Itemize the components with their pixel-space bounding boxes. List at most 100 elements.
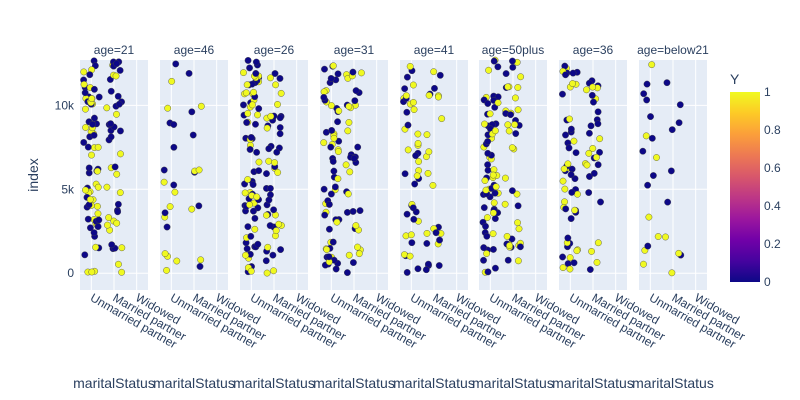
data-point: [560, 165, 568, 173]
data-point: [118, 244, 126, 252]
data-point: [107, 87, 115, 95]
data-point: [512, 130, 520, 137]
x-axis-title: maritalStatus: [393, 375, 475, 391]
data-point: [244, 57, 252, 64]
data-point: [484, 268, 492, 276]
colorbar-tick-label: 0: [764, 275, 771, 289]
data-point: [486, 110, 494, 118]
data-point: [588, 91, 596, 99]
data-point: [483, 214, 491, 221]
data-point: [644, 181, 652, 189]
data-point: [410, 99, 417, 106]
data-point: [512, 94, 519, 102]
data-point: [414, 130, 422, 138]
data-point: [593, 153, 600, 161]
data-point: [326, 225, 333, 233]
data-point: [244, 110, 252, 117]
data-point: [489, 171, 497, 179]
data-point: [334, 148, 342, 155]
data-point: [242, 89, 250, 97]
data-point: [195, 166, 203, 174]
colorbar-title: Y: [730, 71, 740, 87]
data-point: [640, 260, 647, 268]
data-point: [676, 101, 684, 109]
y-tick-label: 0: [67, 266, 74, 280]
data-point: [663, 79, 671, 87]
data-point: [436, 236, 443, 244]
data-point: [597, 198, 604, 206]
data-point: [252, 120, 259, 128]
data-point: [410, 215, 418, 223]
data-point: [483, 250, 491, 257]
data-point: [276, 130, 284, 138]
data-point: [246, 146, 254, 153]
colorbar-tick-label: 0.4: [764, 199, 781, 213]
data-point: [271, 159, 278, 167]
data-point: [489, 230, 497, 238]
data-point: [480, 244, 488, 252]
data-point: [327, 75, 335, 82]
data-point: [596, 148, 603, 156]
data-point: [252, 70, 260, 77]
data-point: [402, 92, 410, 100]
data-point: [411, 180, 419, 188]
data-point: [662, 233, 669, 241]
data-point: [196, 263, 204, 270]
data-point: [568, 188, 576, 196]
data-point: [240, 101, 247, 109]
data-point: [197, 102, 205, 110]
data-point: [583, 86, 590, 94]
data-point: [561, 185, 569, 193]
data-point: [90, 131, 98, 139]
data-point: [401, 170, 409, 178]
data-point: [246, 201, 253, 209]
data-point: [94, 183, 102, 191]
data-point: [413, 172, 421, 180]
data-point: [94, 143, 102, 151]
data-point: [117, 150, 124, 158]
data-point: [342, 161, 350, 169]
data-point: [492, 264, 499, 272]
data-point: [267, 74, 274, 82]
data-point: [247, 267, 255, 275]
data-point: [491, 103, 499, 111]
data-point: [668, 269, 676, 277]
data-point: [114, 208, 122, 216]
data-point: [80, 81, 88, 88]
data-point: [320, 94, 328, 101]
data-point: [404, 121, 412, 129]
data-point: [566, 265, 574, 273]
data-point: [86, 71, 94, 79]
data-point: [247, 232, 255, 240]
data-point: [567, 215, 575, 222]
data-point: [570, 137, 578, 145]
data-point: [414, 265, 422, 273]
data-point: [594, 108, 602, 116]
data-point: [172, 60, 180, 68]
data-point: [355, 250, 363, 258]
data-point: [490, 57, 498, 65]
data-point: [327, 143, 335, 151]
data-point: [412, 152, 420, 160]
data-point: [277, 246, 284, 253]
data-point: [82, 105, 89, 113]
data-point: [327, 102, 335, 109]
colorbar-tick-label: 0.2: [764, 237, 781, 251]
data-point: [345, 251, 353, 259]
data-point: [255, 105, 263, 112]
data-point: [504, 83, 512, 91]
data-point: [115, 100, 123, 108]
facet-title: age=31: [334, 43, 375, 57]
data-point: [407, 231, 415, 239]
data-point: [403, 73, 411, 81]
data-point: [430, 68, 438, 76]
data-point: [423, 131, 431, 139]
data-point: [594, 239, 602, 247]
data-point: [94, 223, 102, 230]
data-point: [252, 58, 260, 66]
data-point: [567, 171, 575, 179]
data-point: [566, 254, 574, 262]
data-point: [247, 134, 255, 141]
data-point: [506, 242, 513, 249]
